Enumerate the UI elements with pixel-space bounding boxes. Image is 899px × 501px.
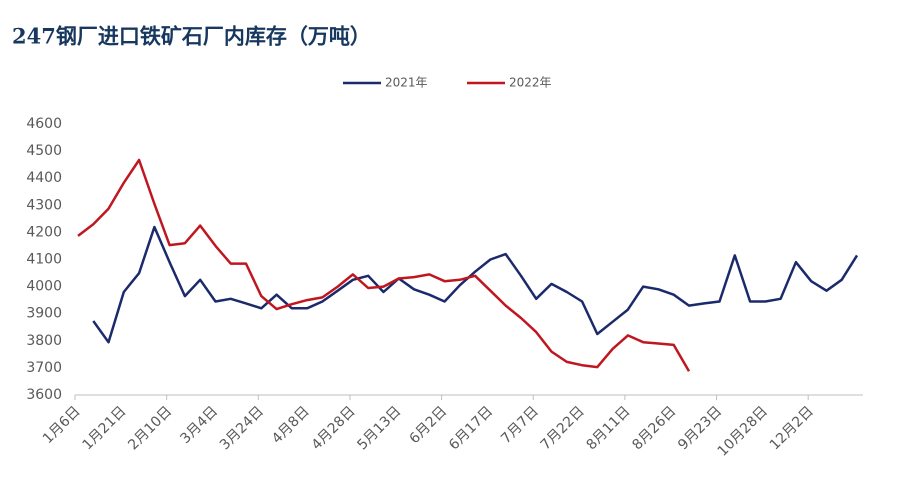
x-tick-label: 1月21日 xyxy=(79,403,129,453)
x-tick-label: 8月11日 xyxy=(584,403,634,453)
y-tick-label: 4100 xyxy=(26,252,62,268)
legend-label: 2021年 xyxy=(385,76,428,90)
x-tick-label: 6月17日 xyxy=(446,403,496,453)
y-tick-label: 3700 xyxy=(26,360,62,376)
x-tick-label: 2月10日 xyxy=(125,403,175,453)
legend-label: 2022年 xyxy=(509,76,552,90)
x-tick-label: 12月2日 xyxy=(767,403,817,453)
y-tick-label: 3900 xyxy=(26,306,62,322)
x-tick-label: 5月13日 xyxy=(354,403,404,453)
x-tick-label: 3月4日 xyxy=(177,403,221,447)
y-tick-label: 4000 xyxy=(26,279,62,295)
chart-title: 247钢厂进口铁矿石厂内库存（万吨） xyxy=(12,24,371,49)
series-line xyxy=(92,225,859,344)
x-tick-label: 3月24日 xyxy=(217,403,267,453)
y-tick-label: 3800 xyxy=(26,333,62,349)
y-tick-label: 4400 xyxy=(26,170,62,186)
y-tick-label: 4200 xyxy=(26,224,62,240)
x-tick-label: 10月28日 xyxy=(715,403,771,459)
x-tick-label: 7月22日 xyxy=(538,403,588,453)
x-tick-label: 6月2日 xyxy=(407,403,451,447)
y-tick-label: 4500 xyxy=(26,143,62,159)
y-tick-label: 4600 xyxy=(26,116,62,132)
y-tick-label: 4300 xyxy=(26,197,62,213)
x-tick-label: 1月6日 xyxy=(40,403,84,447)
y-tick-label: 3600 xyxy=(26,387,62,403)
x-tick-label: 7月7日 xyxy=(498,403,542,447)
x-tick-label: 4月8日 xyxy=(269,403,313,447)
series-line xyxy=(77,158,691,372)
x-tick-label: 4月28日 xyxy=(309,403,359,453)
x-tick-label: 8月26日 xyxy=(629,403,679,453)
